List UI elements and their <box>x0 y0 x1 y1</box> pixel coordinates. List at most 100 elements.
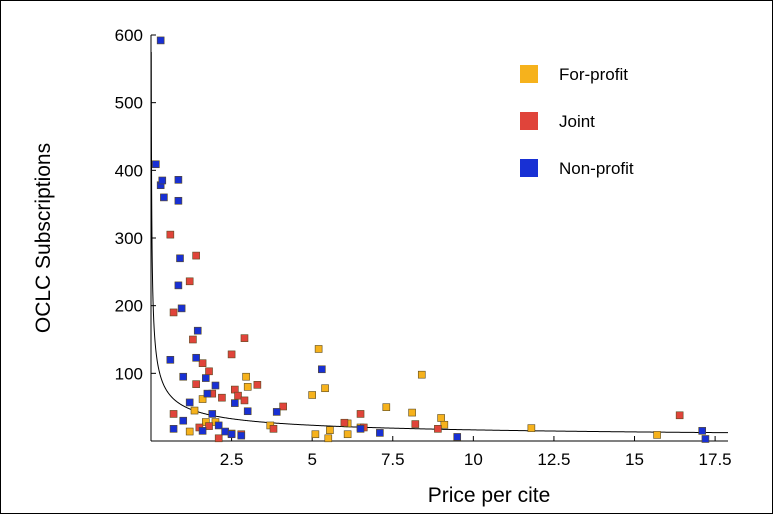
legend-label-for-profit: For-profit <box>559 65 628 84</box>
data-point-non-profit <box>376 429 384 437</box>
data-point-joint <box>192 251 200 260</box>
data-point-joint <box>218 393 226 402</box>
data-point-non-profit <box>701 435 710 443</box>
data-point-for-profit <box>314 345 323 353</box>
data-point-non-profit <box>179 372 188 381</box>
y-axis-title: OCLC Subscriptions <box>32 143 55 333</box>
data-point-joint <box>279 402 287 411</box>
data-point-non-profit <box>231 399 239 407</box>
legend: For-profit Joint Non-profit <box>520 65 634 178</box>
x-tick-label: 10 <box>464 450 483 469</box>
data-point-joint <box>169 410 178 418</box>
data-point-non-profit <box>698 427 707 435</box>
data-point-for-profit <box>324 434 333 443</box>
data-point-non-profit <box>208 410 217 418</box>
data-point-non-profit <box>176 254 184 263</box>
data-point-joint <box>198 359 207 367</box>
data-point-non-profit <box>202 374 210 382</box>
data-point-for-profit <box>343 430 352 439</box>
y-ticks: 100 200 300 400 500 600 <box>115 26 156 383</box>
data-point-joint <box>340 418 349 427</box>
x-tick-label: 12.5 <box>537 450 570 469</box>
x-axis-title: Price per cite <box>428 484 551 507</box>
x-tick-label: 17.5 <box>699 450 732 469</box>
data-point-non-profit <box>177 304 186 313</box>
data-point-non-profit <box>192 353 200 362</box>
x-tick-label: 5 <box>307 450 316 469</box>
data-point-non-profit <box>453 433 462 441</box>
data-point-joint <box>411 420 420 428</box>
data-point-non-profit <box>318 365 326 374</box>
chart-axes <box>150 35 728 442</box>
data-point-for-profit <box>417 370 426 379</box>
y-tick-label: 600 <box>115 26 143 45</box>
data-point-non-profit <box>227 430 236 439</box>
data-point-non-profit <box>152 160 160 169</box>
data-point-for-profit <box>198 395 207 403</box>
fit-curve <box>150 51 729 434</box>
data-point-non-profit <box>174 196 183 205</box>
data-point-for-profit <box>440 420 449 429</box>
y-tick-label: 100 <box>115 364 143 383</box>
data-point-for-profit <box>321 384 329 393</box>
x-tick-label: 7.5 <box>381 450 405 469</box>
data-point-non-profit <box>179 416 188 425</box>
data-point-joint <box>169 308 178 317</box>
data-point-joint <box>253 381 262 389</box>
data-point-non-profit <box>169 425 178 433</box>
data-point-for-profit <box>243 383 252 391</box>
data-point-for-profit <box>527 424 536 432</box>
y-tick-label: 400 <box>115 161 143 180</box>
data-point-for-profit <box>308 391 316 399</box>
data-point-non-profit <box>211 381 220 390</box>
data-point-non-profit <box>156 36 165 45</box>
data-point-joint <box>214 434 223 443</box>
legend-swatch-joint <box>520 112 538 130</box>
data-point-joint <box>166 230 175 239</box>
data-point-joint <box>356 410 365 418</box>
data-point-non-profit <box>243 407 252 416</box>
data-point-for-profit <box>185 427 194 436</box>
data-point-non-profit <box>185 398 194 407</box>
data-point-joint <box>227 350 236 359</box>
data-point-for-profit <box>326 426 334 434</box>
data-point-non-profit <box>237 431 246 440</box>
data-point-for-profit <box>190 406 199 415</box>
legend-swatch-for-profit <box>520 65 538 83</box>
data-point-joint <box>240 396 249 405</box>
y-tick-label: 300 <box>115 229 143 248</box>
data-point-joint <box>675 411 684 420</box>
data-point-non-profit <box>356 425 365 433</box>
x-ticks: 2.5 5 7.5 10 12.5 15 17.5 <box>220 436 732 469</box>
data-point-for-profit <box>408 408 416 417</box>
legend-label-non-profit: Non-profit <box>559 159 634 178</box>
data-point-non-profit <box>272 408 281 416</box>
data-point-joint <box>240 334 249 342</box>
data-point-joint <box>192 380 200 388</box>
data-point-non-profit <box>203 389 212 398</box>
data-point-non-profit <box>160 193 168 202</box>
data-point-joint <box>434 425 442 433</box>
data-point-non-profit <box>214 421 223 430</box>
data-point-for-profit <box>242 372 250 381</box>
data-point-joint <box>205 422 213 430</box>
data-point-joint <box>185 277 194 286</box>
x-tick-label: 2.5 <box>220 450 244 469</box>
data-point-non-profit <box>221 427 229 436</box>
data-point-non-profit <box>174 176 183 184</box>
data-point-non-profit <box>166 355 175 364</box>
legend-label-joint: Joint <box>559 112 595 131</box>
x-tick-label: 15 <box>625 450 644 469</box>
data-point-non-profit <box>198 427 207 435</box>
data-point-joint <box>269 425 278 433</box>
data-point-joint <box>205 367 213 376</box>
y-tick-label: 200 <box>115 297 143 316</box>
data-point-for-profit <box>311 430 320 439</box>
y-tick-label: 500 <box>115 94 143 113</box>
data-point-non-profit <box>158 176 167 185</box>
data-point-for-profit <box>437 414 445 422</box>
data-point-joint <box>189 335 197 344</box>
legend-swatch-non-profit <box>520 159 538 177</box>
